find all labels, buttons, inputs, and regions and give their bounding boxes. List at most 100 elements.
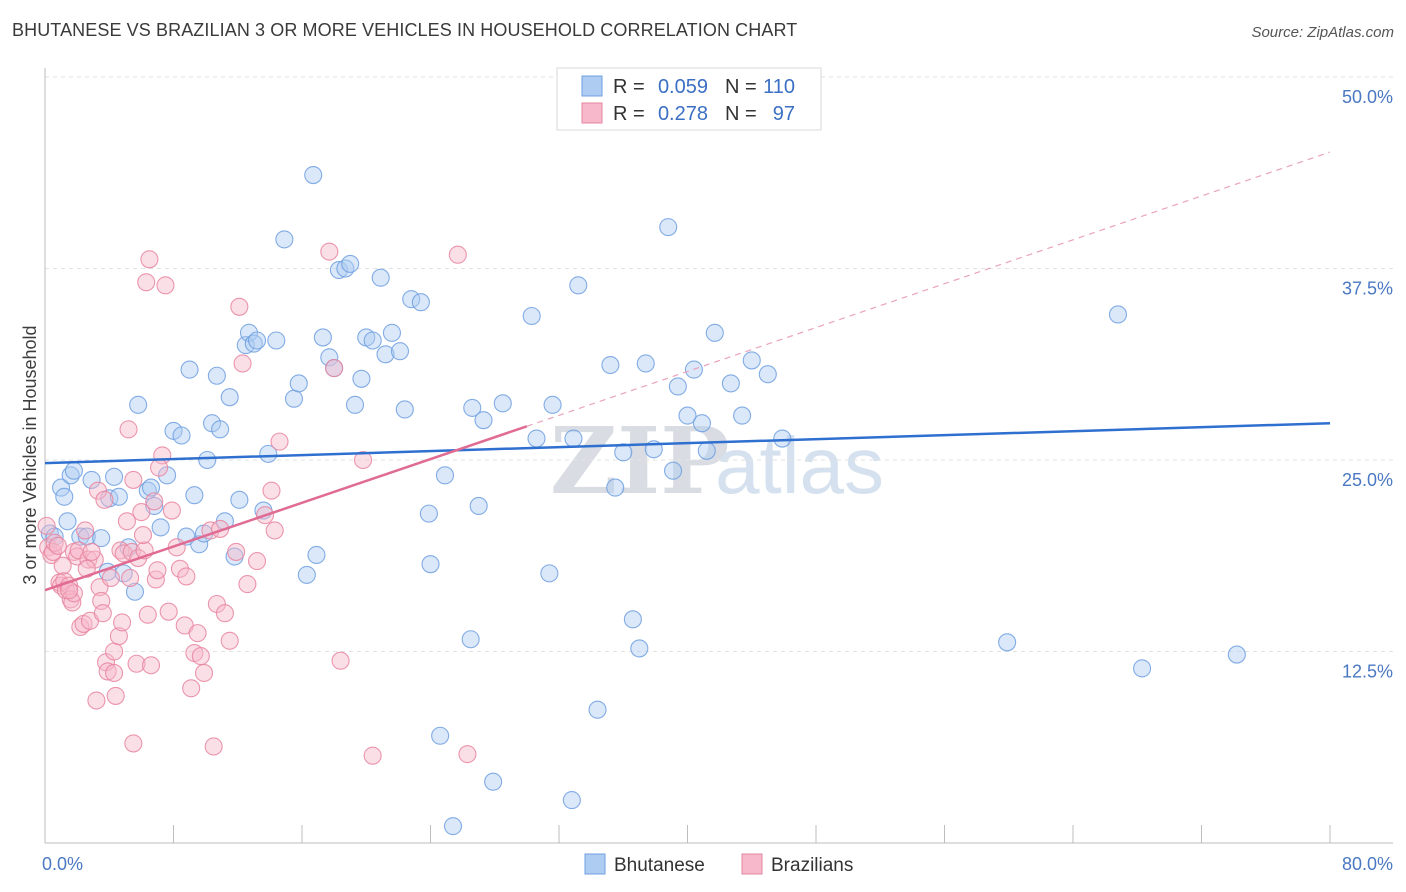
point-bhutanese-62	[371, 268, 390, 287]
point-brazilians-13	[64, 584, 83, 603]
point-brazilians-47	[141, 656, 161, 675]
point-bhutanese-111	[1227, 645, 1246, 664]
chart-title: BHUTANESE VS BRAZILIAN 3 OR MORE VEHICLE…	[12, 20, 798, 40]
point-brazilians-67	[215, 604, 234, 623]
point-brazilians-26	[93, 604, 112, 623]
point-brazilians-68	[220, 631, 239, 650]
point-bhutanese-67	[402, 290, 421, 309]
point-bhutanese-110	[1133, 659, 1152, 678]
point-bhutanese-34	[211, 420, 230, 439]
series-brazilians-points	[37, 242, 477, 765]
point-brazilians-60	[188, 624, 207, 643]
point-bhutanese-82	[540, 564, 559, 583]
bottom-legend: Bhutanese Brazilians	[584, 853, 853, 876]
point-brazilians-30	[105, 642, 124, 661]
point-bhutanese-19	[138, 481, 157, 500]
point-brazilians-34	[113, 613, 132, 632]
point-brazilians-50	[148, 561, 167, 580]
point-bhutanese-64	[382, 323, 402, 342]
point-bhutanese-85	[564, 429, 583, 448]
point-brazilians-82	[363, 746, 382, 765]
point-brazilians-54	[162, 501, 181, 520]
point-bhutanese-42	[247, 331, 267, 350]
point-brazilians-37	[119, 420, 138, 439]
point-bhutanese-41	[244, 334, 263, 353]
point-bhutanese-103	[721, 374, 740, 393]
point-bhutanese-45	[267, 331, 286, 350]
point-brazilians-52	[156, 276, 175, 295]
axes	[44, 68, 1393, 844]
point-bhutanese-48	[289, 374, 308, 393]
point-bhutanese-79	[493, 394, 512, 413]
point-bhutanese-104	[733, 406, 752, 425]
point-brazilians-14	[68, 547, 87, 566]
point-bhutanese-74	[461, 630, 480, 649]
point-bhutanese-84	[562, 791, 581, 810]
point-brazilians-95	[177, 567, 196, 586]
point-bhutanese-22	[151, 518, 170, 537]
point-bhutanese-83	[543, 395, 562, 414]
point-bhutanese-89	[606, 478, 625, 497]
point-bhutanese-86	[569, 276, 588, 295]
point-bhutanese-10	[92, 529, 111, 548]
bottom-legend-label-brazilians: Brazilians	[771, 855, 853, 876]
point-brazilians-58	[182, 679, 201, 698]
point-brazilians-42	[132, 503, 151, 522]
point-bhutanese-95	[659, 218, 678, 237]
point-bhutanese-105	[742, 351, 761, 370]
point-bhutanese-101	[697, 441, 716, 460]
point-bhutanese-46	[275, 230, 294, 249]
point-bhutanese-93	[636, 354, 655, 373]
point-brazilians-23	[88, 481, 108, 500]
legend-n-label: N =	[725, 76, 757, 98]
point-brazilians-92	[48, 536, 67, 555]
point-bhutanese-65	[390, 342, 410, 361]
legend-n: 110	[763, 76, 795, 98]
point-brazilians-36	[117, 512, 136, 531]
point-bhutanese-31	[198, 450, 217, 470]
legend-swatch-brazilians	[581, 102, 603, 124]
point-brazilians-81	[353, 450, 373, 470]
point-brazilians-32	[109, 627, 128, 646]
point-bhutanese-109	[998, 633, 1017, 652]
point-bhutanese-108	[1108, 305, 1128, 324]
point-bhutanese-81	[527, 429, 546, 448]
legend-r-label: R =	[613, 103, 645, 125]
point-bhutanese-63	[376, 345, 395, 364]
point-bhutanese-18	[129, 395, 148, 414]
point-brazilians-46	[140, 250, 159, 269]
point-bhutanese-49	[297, 565, 316, 584]
y-axis-label: 3 or more Vehicles in Household	[20, 325, 40, 584]
series-bhutanese-points	[40, 165, 1246, 836]
point-bhutanese-75	[463, 398, 482, 417]
point-brazilians-0	[37, 516, 56, 535]
point-brazilians-84	[458, 745, 477, 764]
legend-swatch-bhutanese	[581, 75, 603, 97]
trend-line-brazilians	[44, 425, 528, 592]
point-brazilians-80	[331, 651, 350, 670]
watermark: ZIP atlas	[550, 407, 884, 515]
y-tick-label: 25.0%	[1342, 470, 1393, 490]
point-bhutanese-76	[469, 496, 488, 516]
point-brazilians-77	[270, 432, 289, 451]
point-bhutanese-91	[623, 610, 642, 629]
point-brazilians-16	[71, 617, 90, 637]
point-bhutanese-70	[421, 555, 440, 574]
point-brazilians-86	[105, 663, 124, 682]
legend-r: 0.059	[658, 76, 708, 98]
point-bhutanese-71	[431, 726, 450, 745]
point-bhutanese-72	[435, 466, 455, 485]
legend-r: 0.278	[658, 103, 708, 125]
point-bhutanese-58	[345, 395, 365, 414]
point-brazilians-29	[101, 568, 120, 588]
trend-extension-brazilians	[526, 151, 1331, 427]
point-bhutanese-9	[82, 470, 101, 489]
point-bhutanese-6	[64, 461, 83, 480]
point-bhutanese-13	[105, 467, 124, 486]
point-bhutanese-61	[363, 331, 382, 350]
point-brazilians-94	[133, 526, 153, 545]
point-brazilians-76	[265, 521, 284, 540]
point-brazilians-72	[238, 575, 257, 594]
point-brazilians-88	[82, 542, 101, 561]
